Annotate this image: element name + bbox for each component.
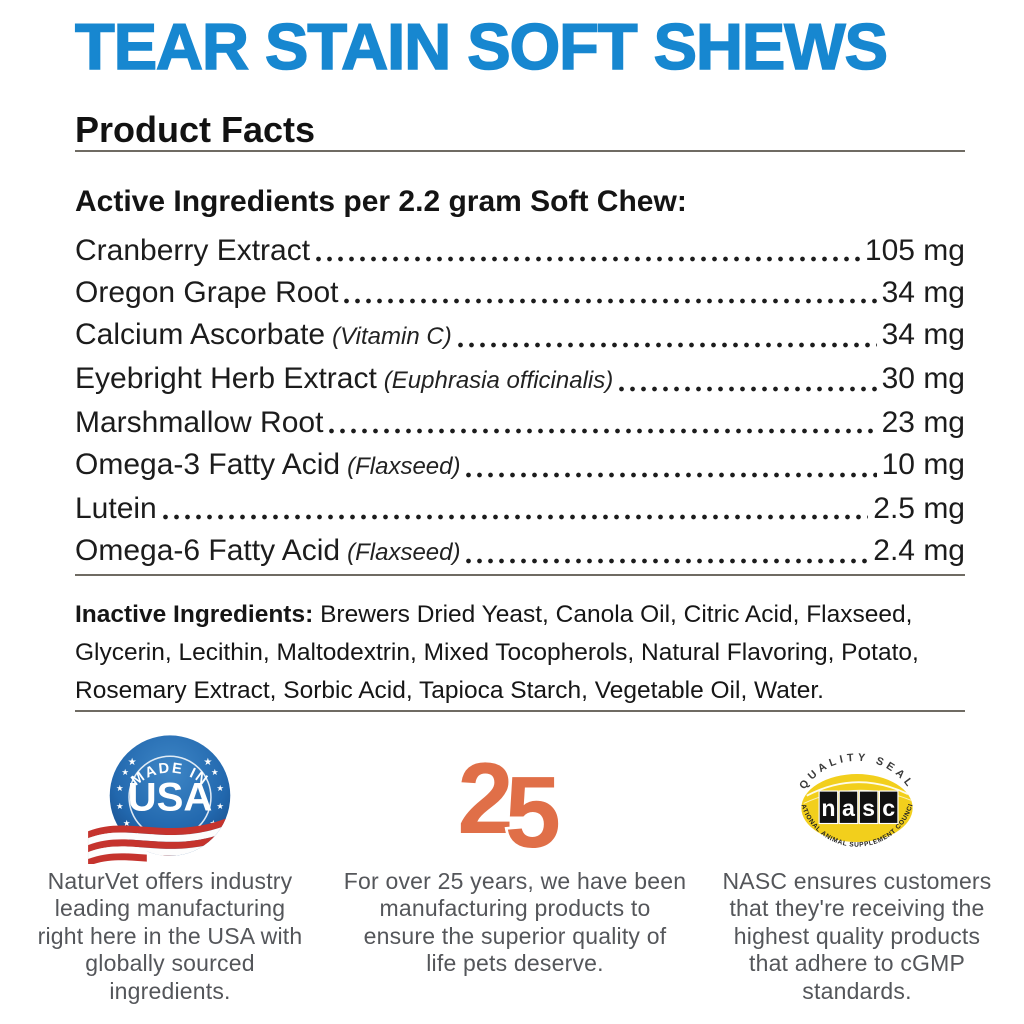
ingredient-amount: 2.4 mg [873, 533, 965, 567]
ingredient-name: Eyebright Herb Extract [75, 361, 377, 395]
ingredient-note: (Flaxseed) [347, 452, 461, 480]
ingredient-name: Marshmallow Root [75, 405, 324, 439]
dot-leader [454, 313, 877, 358]
ingredient-name: Omega-3 Fatty Acid [75, 447, 341, 481]
made-in-usa-seal-icon: MADE IN ★ ★ ★ ★ ★ ★ ★ ★ ★ ★ [87, 735, 231, 864]
ingredient-row: Omega-6 Fatty Acid (Flaxseed) 2.4 mg [75, 529, 965, 574]
nasc-letter-n: n [821, 795, 835, 821]
ingredient-name: Lutein [75, 491, 157, 525]
star-icon: ★ [123, 818, 131, 828]
product-facts-heading: Product Facts [75, 109, 316, 151]
star-icon: ★ [211, 767, 219, 777]
ingredient-row: Omega-3 Fatty Acid (Flaxseed) 10 mg [75, 443, 965, 488]
nasc-swoosh-2 [803, 789, 912, 804]
dot-leader [326, 401, 877, 444]
usa-center-text: USA [128, 774, 213, 819]
ingredient-name: Calcium Ascorbate [75, 317, 326, 351]
star-icon: ★ [216, 801, 224, 811]
nasc-column: QUALITY SEAL n a s [690, 732, 1024, 1006]
ingredient-name: Omega-6 Fatty Acid [75, 533, 341, 567]
25-years-logo-icon: 2 5 [457, 743, 563, 861]
badges-row: MADE IN ★ ★ ★ ★ ★ ★ ★ ★ ★ ★ [0, 732, 1024, 1006]
ingredient-amount: 2.5 mg [873, 491, 965, 525]
ingredient-note: (Vitamin C) [332, 322, 452, 350]
ingredient-name: Cranberry Extract [75, 233, 311, 267]
dot-leader [616, 357, 877, 402]
active-ingredients-heading: Active Ingredients per 2.2 gram Soft Che… [75, 184, 687, 218]
product-title: TEAR STAIN SOFT SHEWS [74, 10, 889, 83]
nasc-letter-c: c [882, 795, 895, 821]
ingredient-row: Oregon Grape Root 34 mg [75, 271, 965, 314]
ingredient-row: Cranberry Extract 105 mg [75, 229, 965, 272]
ingredient-row: Lutein 2.5 mg [75, 487, 965, 530]
dot-leader [341, 271, 877, 314]
anniversary-25-badge: 2 5 [440, 732, 590, 864]
active-ingredients-list: Cranberry Extract 105 mg Oregon Grape Ro… [75, 229, 965, 574]
nasc-letter-s: s [862, 795, 875, 821]
ingredient-row: Calcium Ascorbate (Vitamin C) 34 mg [75, 313, 965, 358]
divider-middle [75, 573, 965, 576]
nasc-letter-a: a [842, 795, 856, 821]
star-icon: ★ [203, 757, 212, 768]
star-icon: ★ [121, 767, 129, 777]
ingredient-row: Eyebright Herb Extract (Euphrasia offici… [75, 357, 965, 402]
ingredient-name: Oregon Grape Root [75, 275, 339, 309]
inactive-ingredients-text: Brewers Dried Yeast, Canola Oil, Citric … [75, 600, 919, 704]
ingredient-amount: 30 mg [881, 361, 965, 395]
ingredient-amount: 105 mg [864, 233, 965, 267]
nasc-letter-tiles: n a s c [818, 790, 899, 824]
digit-5: 5 [505, 758, 561, 861]
dot-leader [159, 487, 869, 530]
inactive-ingredients-label: Inactive Ingredients: [75, 600, 314, 628]
ingredient-amount: 34 mg [881, 275, 965, 309]
made-in-usa-column: MADE IN ★ ★ ★ ★ ★ ★ ★ ★ ★ ★ [0, 732, 340, 1006]
nasc-swoosh [806, 781, 909, 797]
nasc-caption: NASC ensures customers that they're rece… [722, 867, 992, 1004]
divider-top [75, 149, 965, 152]
star-icon: ★ [116, 801, 124, 811]
divider-bottom [75, 709, 965, 712]
ingredient-amount: 10 mg [881, 447, 965, 481]
dot-leader [313, 229, 860, 272]
ingredient-row: Marshmallow Root 23 mg [75, 401, 965, 444]
star-icon: ★ [116, 783, 124, 793]
ingredient-note: (Euphrasia officinalis) [383, 366, 614, 394]
star-icon: ★ [216, 783, 224, 793]
nasc-quality-seal-icon: QUALITY SEAL n a s [772, 740, 914, 849]
nasc-badge: QUALITY SEAL n a s [772, 732, 942, 864]
ingredient-note: (Flaxseed) [347, 538, 461, 566]
digit-2: 2 [457, 743, 513, 855]
anniversary-column: 2 5 For over 25 years, we have been manu… [340, 732, 690, 1006]
anniversary-caption: For over 25 years, we have been manufact… [343, 867, 687, 977]
star-icon: ★ [128, 757, 137, 768]
dot-leader [463, 443, 877, 488]
ingredient-amount: 34 mg [881, 317, 965, 351]
made-in-usa-badge: MADE IN ★ ★ ★ ★ ★ ★ ★ ★ ★ ★ [85, 732, 255, 864]
dot-leader [463, 529, 869, 574]
made-in-usa-caption: NaturVet offers industry leading manufac… [37, 867, 303, 1004]
inactive-ingredients: Inactive Ingredients: Brewers Dried Yeas… [75, 596, 965, 710]
ingredient-amount: 23 mg [881, 405, 965, 439]
